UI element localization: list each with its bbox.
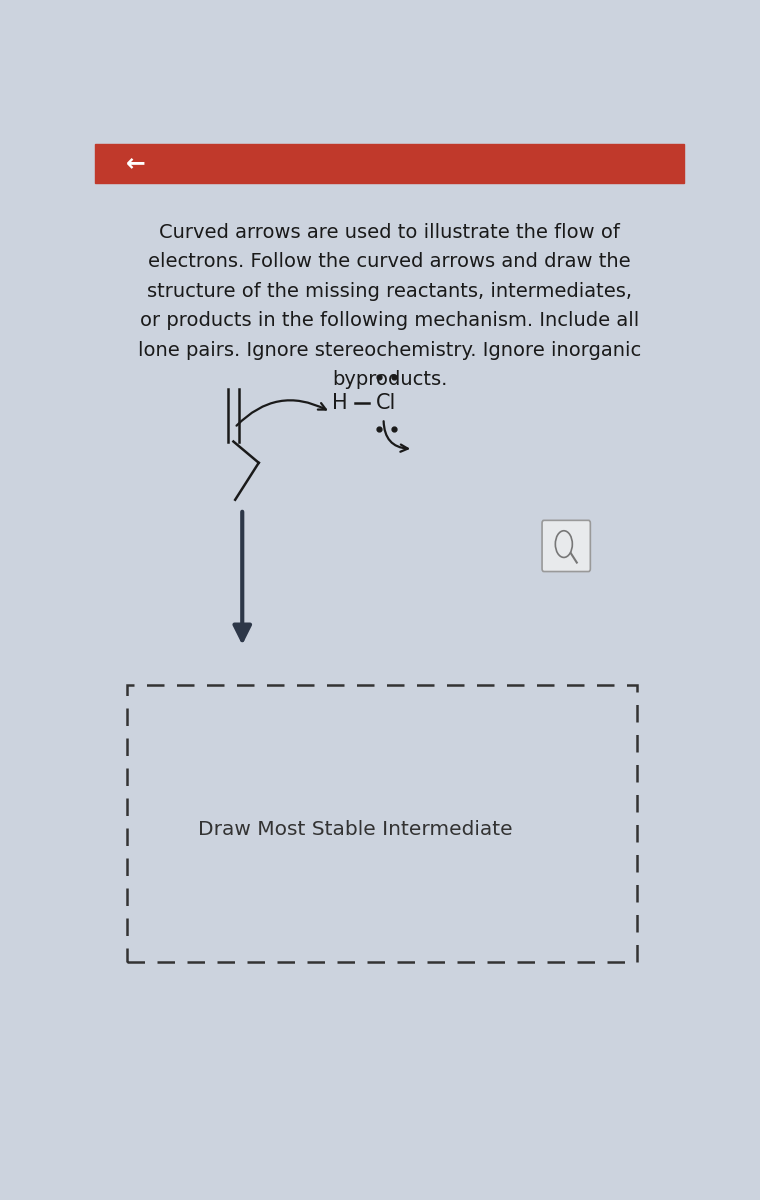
FancyArrowPatch shape — [384, 421, 408, 451]
FancyBboxPatch shape — [542, 521, 591, 571]
Bar — [95, 144, 684, 182]
Text: Draw Most Stable Intermediate: Draw Most Stable Intermediate — [198, 820, 513, 839]
Text: Curved arrows are used to illustrate the flow of: Curved arrows are used to illustrate the… — [159, 222, 620, 241]
Text: H: H — [331, 392, 347, 413]
Text: structure of the missing reactants, intermediates,: structure of the missing reactants, inte… — [147, 282, 632, 301]
Text: ←: ← — [126, 151, 146, 175]
FancyArrowPatch shape — [236, 401, 326, 426]
Text: lone pairs. Ignore stereochemistry. Ignore inorganic: lone pairs. Ignore stereochemistry. Igno… — [138, 341, 641, 360]
Text: byproducts.: byproducts. — [332, 371, 447, 389]
Text: electrons. Follow the curved arrows and draw the: electrons. Follow the curved arrows and … — [148, 252, 631, 271]
Text: or products in the following mechanism. Include all: or products in the following mechanism. … — [140, 311, 639, 330]
Bar — [128, 684, 637, 961]
Text: Cl: Cl — [376, 392, 397, 413]
